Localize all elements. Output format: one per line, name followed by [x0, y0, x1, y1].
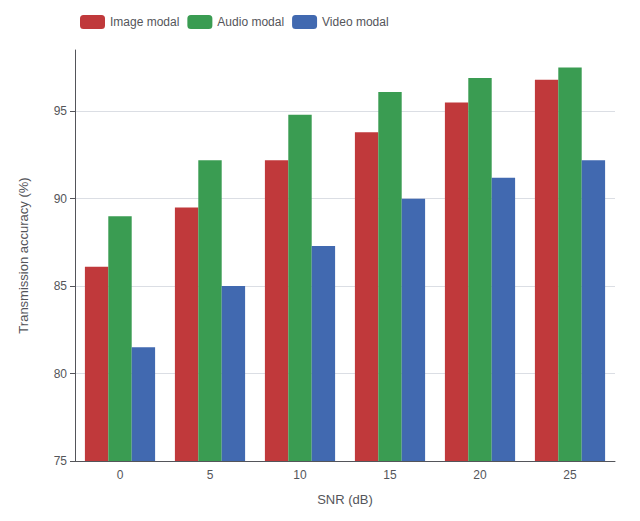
svg-text:85: 85	[54, 279, 68, 293]
svg-text:5: 5	[207, 468, 214, 482]
svg-text:Audio modal: Audio modal	[217, 15, 284, 29]
svg-text:95: 95	[54, 104, 68, 118]
svg-text:Transmission accuracy (%): Transmission accuracy (%)	[16, 177, 31, 333]
svg-text:Video modal: Video modal	[322, 15, 389, 29]
svg-text:90: 90	[54, 192, 68, 206]
svg-text:25: 25	[563, 468, 577, 482]
svg-text:SNR (dB): SNR (dB)	[317, 492, 373, 507]
svg-text:10: 10	[293, 468, 307, 482]
svg-text:Image modal: Image modal	[110, 15, 179, 29]
svg-text:20: 20	[473, 468, 487, 482]
svg-text:0: 0	[117, 468, 124, 482]
svg-text:80: 80	[54, 367, 68, 381]
svg-text:15: 15	[383, 468, 397, 482]
svg-text:75: 75	[54, 454, 68, 468]
